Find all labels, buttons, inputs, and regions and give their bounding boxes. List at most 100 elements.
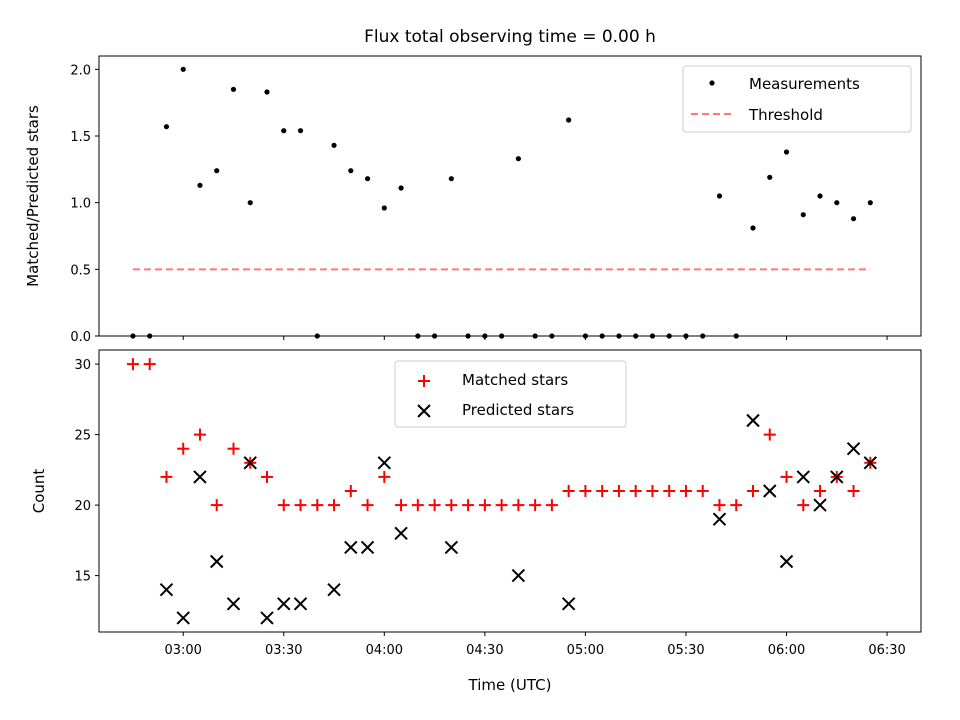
measurement-point (716, 193, 723, 199)
measurement-point (566, 117, 572, 123)
measurement-point (130, 333, 136, 339)
y-tick-label: 2.0 (70, 63, 91, 78)
flux-ratio-y-ticks: 0.0 0.5 1.0 1.5 2.0 (70, 63, 99, 345)
measurement-point (348, 168, 354, 174)
predicted-stars-series (159, 413, 878, 625)
predicted-star-point (712, 512, 727, 526)
matched-star-point (294, 499, 307, 512)
measurement-point (834, 200, 840, 206)
matched-star-point (562, 485, 575, 497)
matched-star-point (445, 499, 458, 512)
measurement-point (666, 333, 672, 339)
predicted-star-point (846, 441, 861, 456)
measurement-point (197, 182, 203, 188)
x-tick-label: 05:30 (667, 643, 704, 658)
measurement-point (314, 333, 320, 339)
predicted-star-point (293, 597, 308, 611)
measurement-point (415, 333, 421, 339)
measurement-point (733, 333, 739, 339)
measurements-series (130, 66, 873, 339)
predicted-star-point (444, 540, 459, 555)
x-axis-label: Time (UTC) (468, 676, 552, 694)
matched-star-point (227, 442, 240, 455)
matched-stars-series (126, 358, 877, 512)
matched-star-point (612, 485, 625, 497)
predicted-star-point (159, 582, 174, 597)
predicted-star-point (779, 554, 794, 569)
predicted-star-point (763, 484, 777, 498)
flux-ratio-y-axis-label: Matched/Predicted stars (24, 105, 42, 287)
y-tick-label: 0.5 (70, 263, 91, 278)
measurement-point (163, 124, 170, 130)
predicted-star-point (327, 582, 341, 597)
measurement-point (214, 168, 220, 174)
counts-legend-box (394, 360, 627, 428)
matched-star-point (663, 485, 676, 497)
matched-stars-legend-label: Matched stars (462, 371, 568, 389)
measurement-point (230, 86, 237, 92)
x-tick-label: 04:00 (366, 643, 403, 658)
predicted-star-point (813, 498, 827, 512)
matched-star-point (328, 499, 341, 512)
matched-star-point (529, 499, 542, 512)
measurement-point (281, 128, 287, 134)
measurement-point (767, 174, 773, 180)
y-tick-label: 25 (74, 429, 91, 444)
matched-star-point (478, 499, 491, 512)
predicted-stars-legend-marker (417, 404, 431, 418)
flux-ratio-legend: Measurements Threshold (682, 65, 912, 133)
threshold-legend-label: Threshold (748, 106, 823, 124)
matched-star-point (428, 499, 441, 512)
matched-star-point (411, 499, 424, 512)
x-tick-label: 03:00 (164, 643, 201, 658)
measurement-point (867, 200, 873, 206)
predicted-star-point (746, 413, 760, 428)
matched-star-point (344, 485, 357, 497)
measurement-point (482, 333, 488, 339)
measurement-point (465, 333, 471, 339)
measurements-legend-label: Measurements (749, 75, 860, 93)
matched-stars-legend-marker (418, 375, 430, 387)
matched-star-point (193, 428, 206, 441)
matched-star-point (143, 358, 156, 371)
x-tick-label: 06:00 (768, 643, 805, 658)
measurement-point (783, 149, 790, 155)
flux-ratio-axes-frame (98, 55, 922, 337)
chart-title: Flux total observing time = 0.00 h (364, 27, 656, 47)
predicted-star-point (561, 597, 576, 611)
predicted-star-point (377, 456, 392, 470)
y-tick-label: 30 (74, 358, 91, 373)
matched-star-point (814, 485, 827, 497)
matched-star-point (361, 499, 374, 512)
predicted-star-point (511, 568, 526, 583)
matched-star-point (462, 499, 475, 512)
flux-ratio-panel: 0.00.51.01.52.0 Matched/Predicted stars … (24, 55, 922, 345)
matched-star-point (579, 485, 592, 497)
matched-star-point (545, 499, 558, 512)
predicted-star-point (193, 470, 207, 484)
measurement-point (817, 193, 823, 199)
matched-star-point (277, 499, 290, 512)
matched-star-point (261, 470, 274, 483)
y-tick-label: 15 (74, 570, 91, 585)
matched-star-point (512, 499, 525, 512)
measurement-point (247, 200, 253, 206)
measurement-point (331, 142, 337, 148)
measurement-point (431, 333, 438, 339)
y-tick-label: 1.5 (70, 130, 91, 145)
x-tick-label: 06:30 (868, 643, 905, 658)
measurement-point (750, 225, 756, 231)
y-tick-label: 1.0 (70, 197, 91, 212)
measurement-point (582, 333, 589, 339)
measurement-point (515, 156, 521, 162)
matched-star-point (696, 485, 709, 497)
x-tick-label: 04:30 (466, 643, 503, 658)
matched-star-point (746, 485, 759, 497)
measurement-point (297, 128, 304, 134)
measurement-point (532, 333, 538, 339)
predicted-stars-legend-label: Predicted stars (462, 401, 574, 419)
measurement-point (599, 333, 605, 339)
measurement-point (649, 333, 656, 339)
measurement-point (364, 176, 371, 182)
